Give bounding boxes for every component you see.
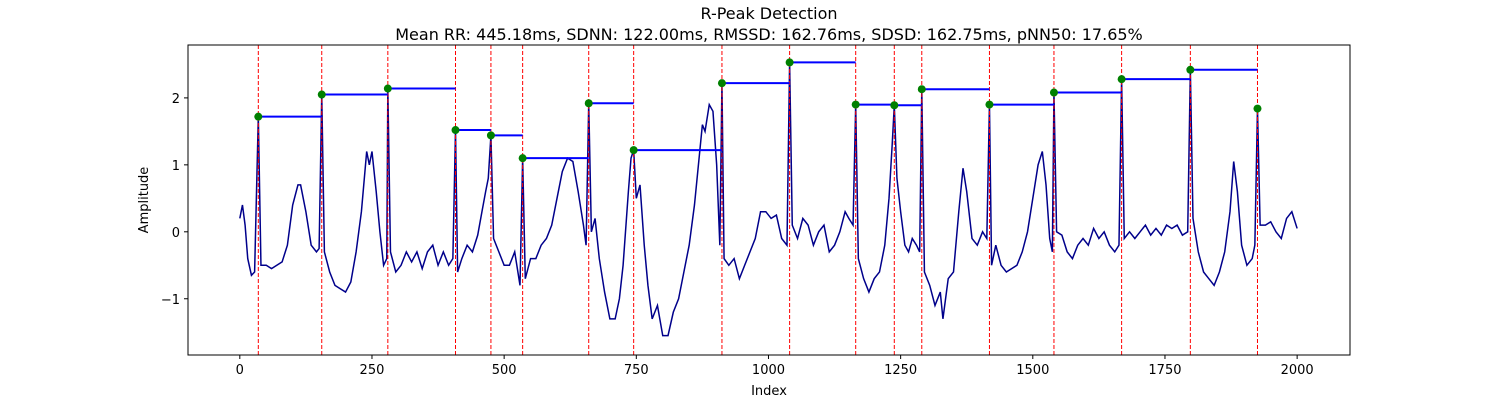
r-peak <box>890 101 899 110</box>
signal-line <box>239 62 1298 337</box>
chart-title: R-Peak Detection <box>700 4 837 23</box>
x-tick-label: 1750 <box>1148 363 1181 378</box>
y-tick-label: 0 <box>172 226 180 241</box>
r-peak <box>584 99 593 108</box>
x-axis-label: Index <box>751 384 787 399</box>
r-peak <box>317 90 326 99</box>
x-tick-label: 1500 <box>1016 363 1049 378</box>
x-tick-label: 2000 <box>1281 363 1314 378</box>
x-tick-label: 0 <box>236 363 244 378</box>
r-peak <box>1049 88 1058 97</box>
r-peak <box>451 126 460 135</box>
r-peak <box>486 131 495 140</box>
y-tick-label: −1 <box>161 293 180 308</box>
r-peak <box>1117 75 1126 84</box>
y-tick-label: 2 <box>172 92 180 107</box>
r-peak <box>629 146 638 155</box>
r-peak <box>1186 65 1195 74</box>
r-peak <box>785 58 794 67</box>
r-peak <box>917 85 926 94</box>
r-peak <box>518 154 527 163</box>
x-tick-label: 250 <box>360 363 385 378</box>
x-tick-label: 1250 <box>884 363 917 378</box>
r-peak <box>985 100 994 109</box>
x-tick-label: 500 <box>492 363 517 378</box>
r-peak <box>383 84 392 93</box>
y-tick-label: 1 <box>172 159 180 174</box>
x-tick-label: 750 <box>624 363 649 378</box>
r-peak <box>851 100 860 109</box>
r-peak <box>717 79 726 88</box>
chart-subtitle: Mean RR: 445.18ms, SDNN: 122.00ms, RMSSD… <box>395 25 1143 44</box>
plot-frame <box>187 44 1351 356</box>
r-peak <box>1253 104 1262 113</box>
x-tick-label: 1000 <box>752 363 785 378</box>
y-axis-label: Amplitude <box>137 167 152 234</box>
r-peak <box>254 112 263 121</box>
